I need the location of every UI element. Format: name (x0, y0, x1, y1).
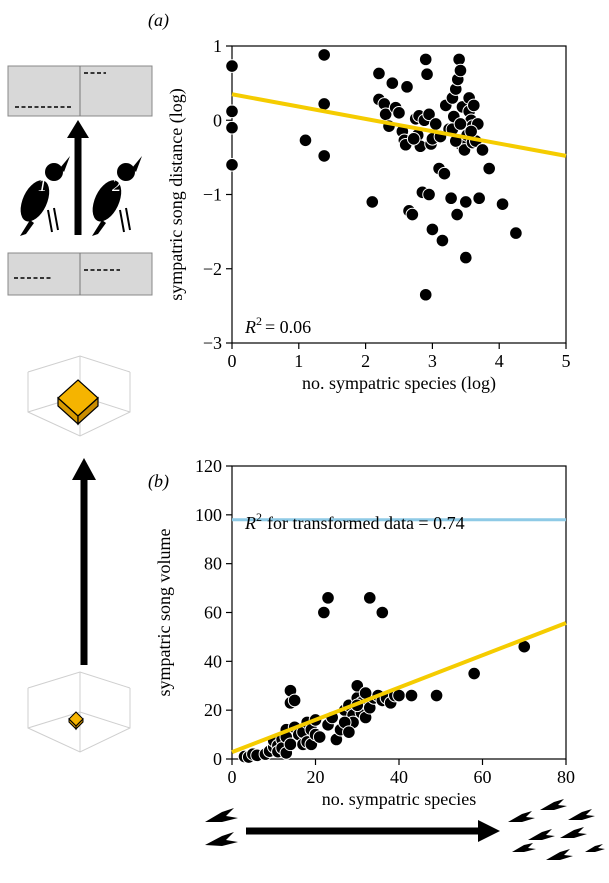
data-point (404, 688, 419, 703)
data-point (342, 725, 356, 739)
x-tick-label: 40 (390, 767, 408, 787)
data-point (467, 666, 481, 681)
data-point (375, 605, 390, 620)
spectrogram-bottom (7, 252, 153, 296)
data-point (385, 76, 400, 90)
data-point (405, 207, 420, 222)
data-point (472, 191, 486, 206)
y-tick-label: 60 (204, 603, 222, 623)
data-point (509, 226, 523, 240)
data-point (453, 63, 468, 78)
x-tick-label: 20 (307, 767, 325, 787)
data-point (450, 207, 464, 222)
y-tick-label: 0 (213, 749, 222, 769)
data-point (317, 149, 331, 163)
y-tick-label: 0 (213, 110, 222, 130)
data-point (422, 187, 436, 202)
y-tick-label: 1 (213, 36, 222, 56)
x-tick-label: 1 (294, 351, 303, 371)
y-axis-label: sympatric song distance (log) (166, 88, 187, 300)
trend-line (231, 621, 567, 755)
y-tick-label: 100 (195, 505, 222, 525)
scatter-chart-b: 0 20 40 60 80 0 20 40 60 80 100 120 no. sympatric sp… (154, 456, 575, 809)
data-point (459, 195, 473, 209)
y-tick-label: 40 (204, 651, 222, 671)
up-arrow-icon-b (72, 458, 96, 665)
data-point (372, 66, 386, 81)
data-point (225, 120, 239, 135)
x-tick-label: 5 (562, 351, 571, 371)
x-tick-label: 60 (474, 767, 492, 787)
data-point (287, 693, 302, 708)
data-point (453, 117, 468, 131)
bird-number-2: 2 (112, 175, 121, 195)
data-point (452, 52, 466, 67)
data-point (317, 97, 331, 111)
few-birds-icon (205, 808, 238, 846)
data-point (429, 688, 444, 703)
volume-cube-small-icon (27, 671, 131, 753)
data-point (459, 250, 473, 265)
data-point (362, 591, 377, 605)
data-point (495, 197, 510, 211)
data-point (406, 132, 421, 146)
data-point (467, 98, 481, 113)
r2-annotation-b: R2 for transformed data = 0.74 (244, 510, 465, 533)
plot-frame (231, 45, 567, 344)
data-point (317, 48, 331, 62)
data-point (365, 195, 380, 209)
data-point (475, 143, 490, 157)
data-point (225, 59, 239, 73)
data-point (428, 117, 443, 131)
data-point (425, 222, 440, 237)
data-point (420, 67, 434, 82)
right-arrow-icon (246, 820, 500, 842)
bird-icon-1 (20, 156, 70, 236)
data-point (444, 191, 458, 206)
data-point (392, 106, 406, 120)
y-axis-label: sympatric song volume (154, 529, 174, 697)
y-tick-label: −1 (203, 185, 222, 205)
data-point (312, 730, 327, 744)
volume-box-large (57, 379, 99, 426)
y-tick-label: −3 (203, 333, 222, 353)
trend-line (231, 92, 567, 158)
data-point (437, 166, 452, 181)
data-point (225, 158, 239, 172)
y-tick-label: −2 (203, 259, 222, 279)
data-point (422, 107, 436, 122)
x-tick-label: 80 (557, 767, 575, 787)
plot-frame (231, 465, 567, 760)
r2-annotation-a: R2 = 0.06 (244, 314, 311, 337)
x-axis-label: no. sympatric species (322, 789, 476, 809)
volume-box-small (68, 711, 84, 731)
data-point (435, 233, 450, 248)
data-point (298, 133, 313, 148)
panel-a-label: (a) (148, 10, 169, 31)
y-tick-label: 80 (204, 554, 222, 574)
bird-icon-2 (92, 156, 142, 236)
x-axis-label: no. sympatric species (log) (302, 373, 496, 394)
x-tick-label: 0 (228, 351, 237, 371)
bird-number-1: 1 (38, 175, 47, 195)
data-point (225, 104, 239, 119)
up-arrow-icon-a (67, 120, 89, 235)
panel-b-label: (b) (148, 471, 169, 492)
x-tick-label: 4 (495, 351, 504, 371)
x-tick-label: 3 (428, 351, 437, 371)
x-tick-label: 2 (361, 351, 370, 371)
data-point (418, 287, 433, 302)
data-point (321, 591, 335, 605)
data-point (482, 161, 496, 176)
spectrogram-top (7, 65, 153, 117)
data-point (418, 52, 433, 67)
data-point (400, 80, 414, 94)
y-tick-label: 120 (195, 456, 222, 476)
x-tick-label: 0 (228, 767, 237, 787)
many-birds-icon (508, 799, 605, 860)
data-point (317, 605, 331, 620)
y-tick-label: 20 (204, 700, 222, 720)
